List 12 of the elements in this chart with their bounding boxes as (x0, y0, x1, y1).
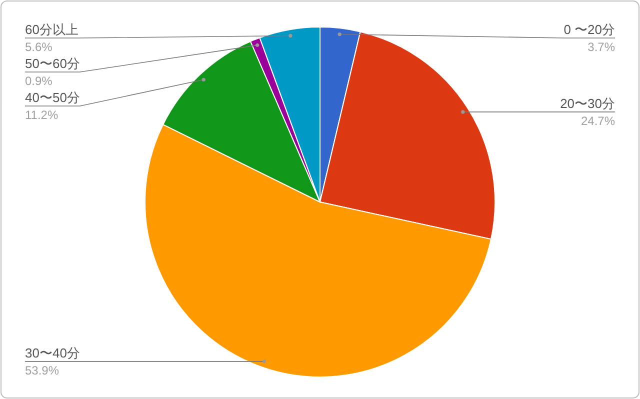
data-label: 11.2% (25, 108, 58, 122)
slice-label: 60分以上 (25, 22, 78, 37)
data-label: 5.6% (25, 40, 53, 54)
slice-label: 40〜50分 (25, 90, 80, 105)
slice-label: 50〜60分 (25, 56, 80, 71)
slice-label: 30〜40分 (25, 345, 80, 360)
data-label: 0.9% (25, 74, 53, 88)
data-label: 53.9% (25, 363, 60, 378)
data-label: 24.7% (580, 114, 616, 128)
slice-label: 20〜30分 (560, 96, 615, 111)
data-label: 3.7% (588, 40, 616, 54)
slice-label: 0 〜20分 (564, 22, 615, 37)
